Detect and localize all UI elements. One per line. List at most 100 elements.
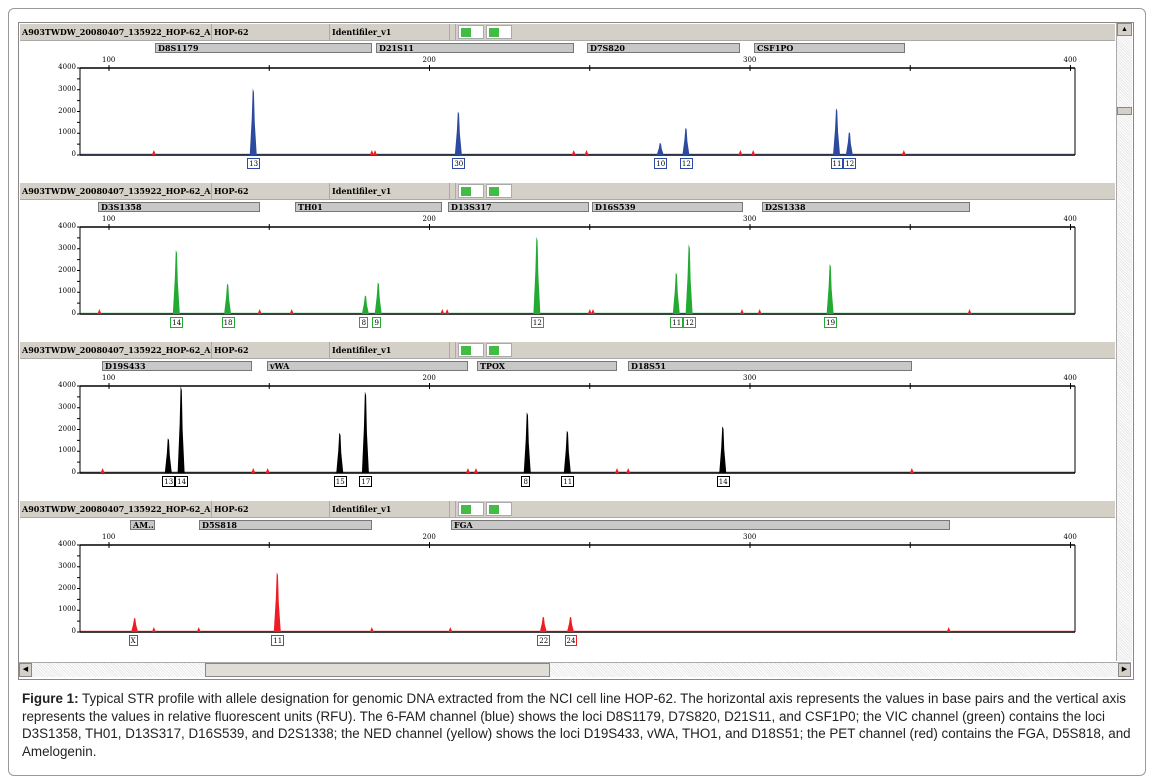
size-standard-peak: [584, 150, 589, 155]
vertical-scrollbar[interactable]: ▲: [1116, 23, 1132, 661]
allele-call-label[interactable]: 10: [654, 158, 668, 169]
locus-bar[interactable]: TPOX: [477, 361, 617, 371]
allele-call-label[interactable]: 30: [452, 158, 466, 169]
allele-call-label[interactable]: 14: [170, 317, 184, 328]
locus-bar[interactable]: FGA: [451, 520, 950, 530]
y-tick-label: 3000: [58, 561, 76, 570]
size-standard-peak: [757, 309, 762, 314]
allele-call-label[interactable]: 11: [271, 635, 285, 646]
vertical-scroll-thumb[interactable]: [1117, 107, 1132, 115]
horizontal-scrollbar[interactable]: ◀ ▶: [19, 662, 1131, 677]
allele-call-label[interactable]: X: [128, 635, 138, 646]
locus-bar[interactable]: D8S1179: [155, 43, 372, 53]
allele-peak: [177, 386, 185, 473]
scroll-left-button[interactable]: ◀: [19, 663, 32, 677]
y-tick-label: 4000: [58, 540, 76, 548]
locus-bar[interactable]: D18S51: [628, 361, 912, 371]
allele-call-label[interactable]: 11: [670, 317, 684, 328]
allele-peak: [164, 438, 172, 473]
locus-bar[interactable]: TH01: [295, 202, 442, 212]
y-tick-label: 1000: [58, 446, 76, 455]
allele-call-label[interactable]: 14: [175, 476, 189, 487]
locus-bar[interactable]: D13S317: [448, 202, 589, 212]
size-standard-peak: [571, 150, 576, 155]
allele-call-label[interactable]: 14: [716, 476, 730, 487]
x-tick-label: 300: [743, 56, 757, 64]
locus-bar[interactable]: CSF1PO: [754, 43, 905, 53]
size-standard-peak: [369, 150, 374, 155]
header-blank: [450, 342, 456, 358]
dye-color-toggle[interactable]: [486, 502, 512, 516]
size-standard-peak: [257, 309, 262, 314]
allele-call-label[interactable]: 13: [162, 476, 176, 487]
x-tick-label: 300: [743, 215, 757, 223]
allele-call-label[interactable]: 18: [221, 317, 235, 328]
header-blank: [450, 24, 456, 40]
scroll-up-button[interactable]: ▲: [1117, 23, 1132, 36]
allele-peak: [682, 127, 690, 155]
header-file: A903TWDW_20080407_135922_HOP-62_A05.fsa: [20, 342, 212, 358]
allele-call-label[interactable]: 17: [359, 476, 373, 487]
allele-peak: [563, 430, 571, 473]
green-swatch-icon: [489, 28, 499, 37]
figure-caption: Figure 1: Typical STR profile with allel…: [22, 690, 1137, 760]
locus-bar[interactable]: D3S1358: [98, 202, 260, 212]
allele-call-label[interactable]: 15: [333, 476, 347, 487]
allele-call-label[interactable]: 12: [843, 158, 857, 169]
locus-bar[interactable]: vWA: [267, 361, 468, 371]
header-sample: HOP-62: [212, 183, 330, 199]
locus-bar[interactable]: D16S539: [592, 202, 743, 212]
x-tick-label: 300: [743, 374, 757, 382]
size-standard-peak: [587, 309, 592, 314]
size-standard-peak: [738, 150, 743, 155]
allele-call-label[interactable]: 12: [530, 317, 544, 328]
dye-color-toggle[interactable]: [458, 502, 484, 516]
size-standard-peak: [465, 468, 470, 473]
allele-call-label[interactable]: 22: [537, 635, 551, 646]
locus-bar[interactable]: D7S820: [587, 43, 740, 53]
size-standard-peak: [751, 150, 756, 155]
x-tick-label: 200: [422, 374, 436, 382]
locus-bar[interactable]: D19S433: [102, 361, 252, 371]
horizontal-scroll-thumb[interactable]: [205, 663, 550, 677]
locus-bar[interactable]: D2S1338: [762, 202, 970, 212]
green-swatch-icon: [489, 187, 499, 196]
allele-call-label[interactable]: 8: [359, 317, 369, 328]
size-standard-peak: [590, 309, 595, 314]
y-tick-label: 1000: [58, 605, 76, 614]
allele-call-label[interactable]: 11: [561, 476, 575, 487]
allele-peak: [672, 272, 680, 314]
locus-bar[interactable]: D21S11: [376, 43, 574, 53]
locus-bar[interactable]: AM...: [130, 520, 155, 530]
header-panel: Identifiler_v1: [330, 183, 450, 199]
y-tick-label: 0: [71, 150, 76, 158]
header-sample: HOP-62: [212, 501, 330, 517]
y-tick-label: 1000: [58, 287, 76, 296]
dye-color-toggle[interactable]: [486, 184, 512, 198]
allele-call-label[interactable]: 24: [564, 635, 578, 646]
allele-call-label[interactable]: 19: [824, 317, 838, 328]
allele-call-label[interactable]: 9: [372, 317, 382, 328]
allele-call-label[interactable]: 12: [683, 317, 697, 328]
size-standard-peak: [946, 627, 951, 632]
header-panel: Identifiler_v1: [330, 24, 450, 40]
allele-call-label[interactable]: 11: [830, 158, 844, 169]
allele-peak: [361, 391, 369, 473]
header-blank: [450, 501, 456, 517]
allele-call-label[interactable]: 12: [679, 158, 693, 169]
y-tick-label: 0: [71, 309, 76, 317]
y-tick-label: 0: [71, 627, 76, 635]
allele-call-label[interactable]: 13: [247, 158, 261, 169]
x-tick-label: 400: [1063, 533, 1077, 541]
dye-color-toggle[interactable]: [486, 343, 512, 357]
dye-color-toggle[interactable]: [458, 343, 484, 357]
dye-color-toggle[interactable]: [486, 25, 512, 39]
header-file: A903TWDW_20080407_135922_HOP-62_A05.fsa: [20, 24, 212, 40]
locus-bar[interactable]: D5S818: [199, 520, 372, 530]
y-tick-label: 1000: [58, 128, 76, 137]
dye-color-toggle[interactable]: [458, 184, 484, 198]
scroll-right-button[interactable]: ▶: [1118, 663, 1131, 677]
allele-call-label[interactable]: 8: [521, 476, 531, 487]
green-swatch-icon: [489, 346, 499, 355]
dye-color-toggle[interactable]: [458, 25, 484, 39]
